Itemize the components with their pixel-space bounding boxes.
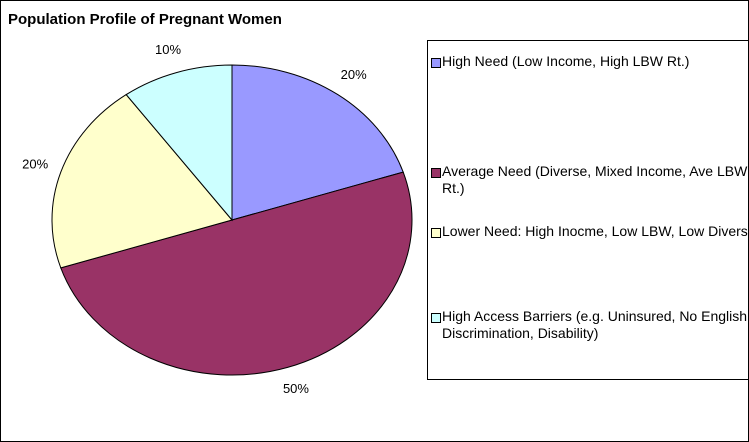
legend-swatch <box>431 313 441 323</box>
data-label: 20% <box>341 67 367 82</box>
data-label: 50% <box>283 381 309 396</box>
legend-label: High Access Barriers (e.g. Uninsured, No… <box>442 308 749 341</box>
pie-slice <box>60 171 413 376</box>
legend-swatch <box>431 228 441 238</box>
legend-label: Lower Need: High Inocme, Low LBW, Low Di… <box>442 223 749 239</box>
legend-swatch <box>431 168 441 178</box>
legend-swatch <box>431 58 441 68</box>
data-label: 10% <box>155 42 181 57</box>
legend-label: High Need (Low Income, High LBW Rt.) <box>442 53 690 69</box>
legend-label: Average Need (Diverse, Mixed Income, Ave… <box>442 163 748 196</box>
pie-slice <box>125 64 233 222</box>
pie-slice <box>231 64 404 221</box>
pie-slice <box>51 93 233 269</box>
data-label: 20% <box>22 156 48 171</box>
legend: High Need (Low Income, High LBW Rt.) Aver… <box>427 40 749 380</box>
chart-title: Population Profile of Pregnant Women <box>8 11 282 28</box>
